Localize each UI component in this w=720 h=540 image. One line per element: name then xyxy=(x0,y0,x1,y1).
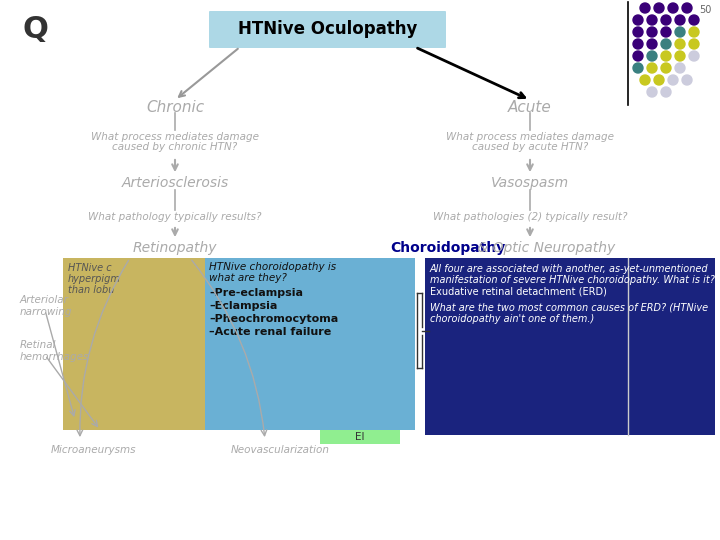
Text: Q: Q xyxy=(22,15,48,44)
Text: –Pheochromocytoma: –Pheochromocytoma xyxy=(209,314,338,324)
Text: What pathologies (2) typically result?: What pathologies (2) typically result? xyxy=(433,212,627,222)
Circle shape xyxy=(661,15,671,25)
Circle shape xyxy=(647,87,657,97)
Circle shape xyxy=(654,3,664,13)
Circle shape xyxy=(661,87,671,97)
Text: Vasospasm: Vasospasm xyxy=(491,176,569,190)
FancyBboxPatch shape xyxy=(209,11,446,48)
Bar xyxy=(320,430,400,444)
Circle shape xyxy=(633,51,643,61)
Text: All four are associated with another, as-yet-unmentioned: All four are associated with another, as… xyxy=(430,264,708,274)
Circle shape xyxy=(633,39,643,49)
Circle shape xyxy=(647,15,657,25)
Bar xyxy=(425,258,715,435)
Circle shape xyxy=(689,51,699,61)
Circle shape xyxy=(675,51,685,61)
Circle shape xyxy=(661,51,671,61)
Text: Arteriosclerosis: Arteriosclerosis xyxy=(122,176,229,190)
Circle shape xyxy=(668,75,678,85)
Text: HTNive c: HTNive c xyxy=(68,263,112,273)
Text: Neovascularization: Neovascularization xyxy=(230,445,330,455)
Circle shape xyxy=(640,75,650,85)
Text: –Eclampsia: –Eclampsia xyxy=(209,301,277,311)
Text: Arteriolar
narrowing: Arteriolar narrowing xyxy=(20,295,73,316)
Text: What process mediates damage: What process mediates damage xyxy=(91,132,259,142)
Text: hyperpigm: hyperpigm xyxy=(68,274,121,284)
Circle shape xyxy=(661,63,671,73)
Text: what are they?: what are they? xyxy=(209,273,287,283)
Text: caused by acute HTN?: caused by acute HTN? xyxy=(472,142,588,152)
Circle shape xyxy=(668,3,678,13)
Text: Retinopathy: Retinopathy xyxy=(132,241,217,255)
Text: Exudative retinal detachment (ERD): Exudative retinal detachment (ERD) xyxy=(430,286,607,296)
Circle shape xyxy=(640,3,650,13)
Circle shape xyxy=(647,63,657,73)
Circle shape xyxy=(633,63,643,73)
Text: choroidopathy ain't one of them.): choroidopathy ain't one of them.) xyxy=(430,314,594,324)
Circle shape xyxy=(633,15,643,25)
Circle shape xyxy=(675,15,685,25)
Text: HTNive Oculopathy: HTNive Oculopathy xyxy=(238,21,417,38)
Circle shape xyxy=(689,39,699,49)
Circle shape xyxy=(647,39,657,49)
Text: What process mediates damage: What process mediates damage xyxy=(446,132,614,142)
Text: HTNive choroidopathy is: HTNive choroidopathy is xyxy=(209,262,336,272)
Text: El: El xyxy=(355,432,365,442)
Text: Acute: Acute xyxy=(508,100,552,115)
Bar xyxy=(205,258,415,430)
Circle shape xyxy=(633,27,643,37)
Circle shape xyxy=(661,39,671,49)
Circle shape xyxy=(682,75,692,85)
Text: manifestation of severe HTNive choroidopathy. What is it?: manifestation of severe HTNive choroidop… xyxy=(430,275,715,285)
Text: –Acute renal failure: –Acute renal failure xyxy=(209,327,331,337)
Circle shape xyxy=(675,27,685,37)
Text: Microaneurysms: Microaneurysms xyxy=(50,445,136,455)
Text: What are the two most common causes of ERD? (HTNive: What are the two most common causes of E… xyxy=(430,303,708,313)
Text: –Pre-eclampsia: –Pre-eclampsia xyxy=(209,288,303,298)
Text: Choroidopathy: Choroidopathy xyxy=(390,241,505,255)
Text: Retinal
hemorrhages: Retinal hemorrhages xyxy=(20,340,89,362)
Text: Chronic: Chronic xyxy=(146,100,204,115)
Circle shape xyxy=(689,15,699,25)
Circle shape xyxy=(689,27,699,37)
Text: What pathology typically results?: What pathology typically results? xyxy=(89,212,262,222)
Circle shape xyxy=(682,3,692,13)
Text: than lobu: than lobu xyxy=(68,285,114,295)
Text: caused by chronic HTN?: caused by chronic HTN? xyxy=(112,142,238,152)
Circle shape xyxy=(654,75,664,85)
Circle shape xyxy=(675,39,685,49)
Circle shape xyxy=(647,27,657,37)
Circle shape xyxy=(661,27,671,37)
Text: 50: 50 xyxy=(700,5,712,15)
Circle shape xyxy=(647,51,657,61)
Bar xyxy=(63,258,205,430)
Circle shape xyxy=(675,63,685,73)
Text: & Optic Neuropathy: & Optic Neuropathy xyxy=(473,241,616,255)
